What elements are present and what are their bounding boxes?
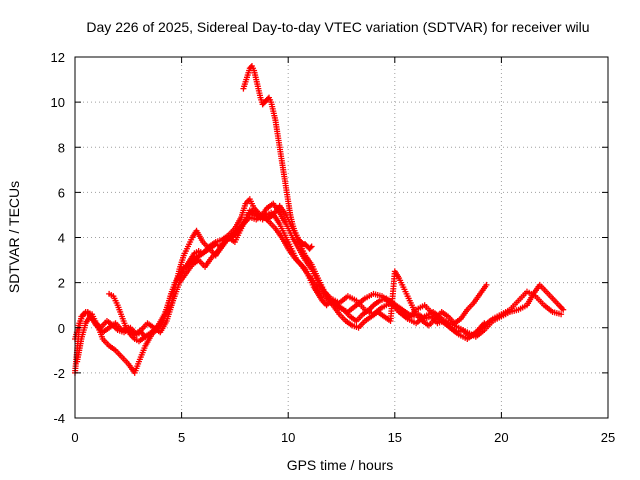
x-tick-label: 25	[601, 430, 615, 445]
y-tick-label: 8	[58, 140, 65, 155]
x-tick-label: 0	[71, 430, 78, 445]
x-tick-label: 15	[388, 430, 402, 445]
data-point	[560, 306, 567, 313]
y-tick-label: 0	[58, 321, 65, 336]
data-point	[307, 244, 314, 251]
x-axis-label: GPS time / hours	[287, 457, 394, 473]
x-tick-label: 20	[494, 430, 508, 445]
y-tick-label: 2	[58, 276, 65, 291]
y-axis-label: SDTVAR / TECUs	[6, 181, 22, 293]
chart-title: Day 226 of 2025, Sidereal Day-to-day VTE…	[86, 19, 589, 35]
y-tick-label: 4	[58, 231, 65, 246]
data-point	[308, 243, 315, 250]
y-tick-label: -2	[53, 366, 65, 381]
y-tick-label: 10	[51, 95, 65, 110]
grid-lines	[75, 57, 608, 418]
data-point	[558, 311, 565, 318]
y-tick-label: 12	[51, 50, 65, 65]
data-points	[72, 63, 567, 376]
axis-tick-labels: 0 5 10 15 20 25 -4 -2 0 2 4 6 8 10 12	[51, 50, 616, 445]
y-tick-label: -4	[53, 411, 65, 426]
y-tick-label: 6	[58, 185, 65, 200]
data-point	[483, 281, 490, 288]
axis-ticks	[74, 56, 609, 419]
x-tick-label: 10	[281, 430, 295, 445]
x-tick-label: 5	[178, 430, 185, 445]
